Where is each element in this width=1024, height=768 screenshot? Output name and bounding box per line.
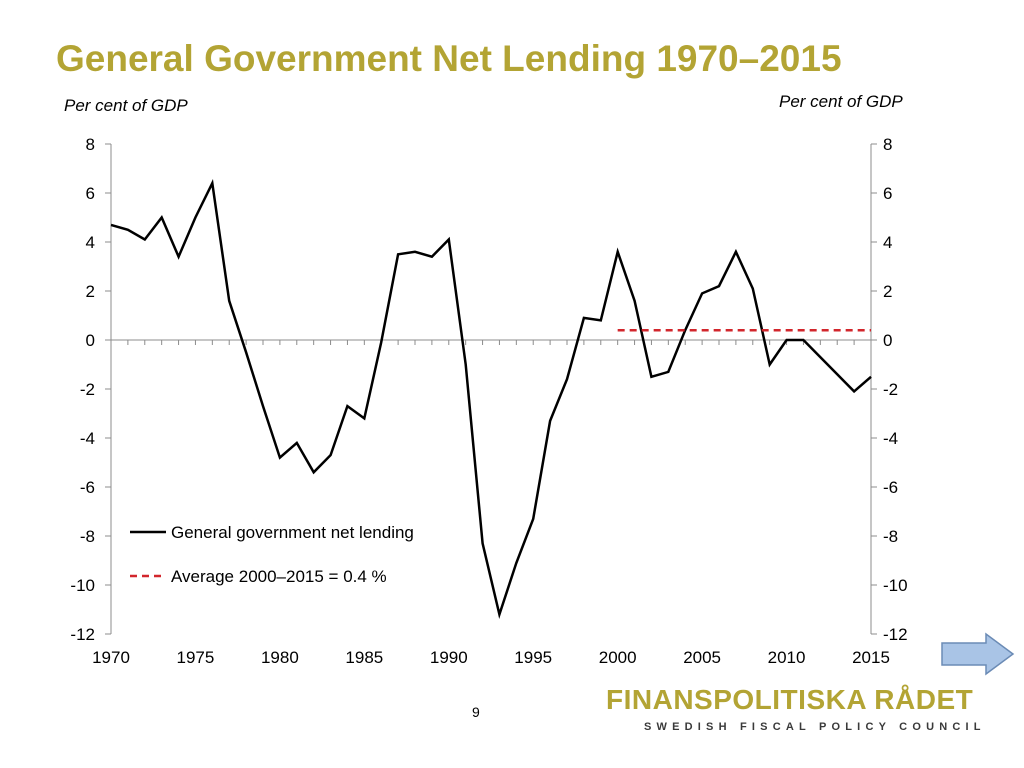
legend-label-net-lending: General government net lending <box>171 523 414 542</box>
x-tick-label: 2000 <box>599 648 637 667</box>
legend-label-average: Average 2000–2015 = 0.4 % <box>171 567 387 586</box>
x-tick-label: 2015 <box>852 648 890 667</box>
right-y-tick-label: 2 <box>883 282 892 301</box>
net-lending-series-line <box>110 179 872 619</box>
right-axis-unit-label: Per cent of GDP <box>779 92 903 111</box>
page-number: 9 <box>472 704 480 720</box>
right-y-tick-label: 4 <box>883 233 892 252</box>
left-y-tick-label: 2 <box>86 282 95 301</box>
net-lending-chart: 8 8 6 6 4 4 2 2 0 0 -2 -2 -4 -4 -6 -6 -8 -8 -10 -10 -12 -12 19… <box>70 135 908 667</box>
left-y-tick-label: -8 <box>80 527 95 546</box>
right-y-tick-label: 6 <box>883 184 892 203</box>
x-tick-label: 1985 <box>345 648 383 667</box>
left-y-tick-label: -6 <box>80 478 95 497</box>
brand-logo-name: FINANSPOLITISKA RÅDET <box>606 684 974 715</box>
right-y-tick-label: 0 <box>883 331 892 350</box>
x-tick-label: 2005 <box>683 648 721 667</box>
left-y-tick-label: 6 <box>86 184 95 203</box>
right-y-tick-label: -8 <box>883 527 898 546</box>
right-y-tick-label: -4 <box>883 429 898 448</box>
x-tick-label: 2010 <box>768 648 806 667</box>
right-y-tick-label: 8 <box>883 135 892 154</box>
left-y-tick-label: 4 <box>86 233 95 252</box>
left-y-tick-label: -2 <box>80 380 95 399</box>
x-tick-label: 1990 <box>430 648 468 667</box>
x-tick-label: 1970 <box>92 648 130 667</box>
left-axis-unit-label: Per cent of GDP <box>64 96 188 115</box>
right-y-tick-label: -6 <box>883 478 898 497</box>
left-y-tick-label: -12 <box>70 625 95 644</box>
x-tick-label: 1995 <box>514 648 552 667</box>
brand-logo-tagline: SWEDISH FISCAL POLICY COUNCIL <box>644 721 986 733</box>
right-y-tick-label: -10 <box>883 576 908 595</box>
right-y-tick-label: -12 <box>883 625 908 644</box>
left-y-tick-label: -4 <box>80 429 95 448</box>
slide-title: General Government Net Lending 1970–2015 <box>56 38 842 79</box>
left-y-tick-label: 0 <box>86 331 95 350</box>
arrow-shape <box>941 632 1015 676</box>
x-tick-label: 1980 <box>261 648 299 667</box>
next-slide-arrow-icon[interactable] <box>940 632 1016 676</box>
left-y-tick-label: -10 <box>70 576 95 595</box>
x-tick-label: 1975 <box>177 648 215 667</box>
right-y-tick-label: -2 <box>883 380 898 399</box>
left-y-tick-label: 8 <box>86 135 95 154</box>
